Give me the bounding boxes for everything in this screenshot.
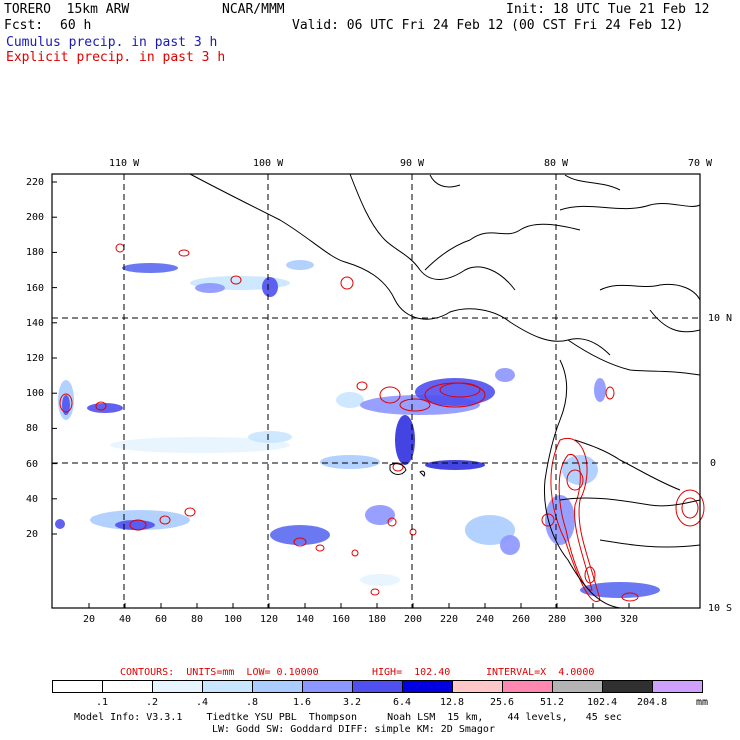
x-tick-label: 160: [332, 614, 351, 625]
x-tick-label: 100: [224, 614, 243, 625]
colorbar-label: 102.4: [587, 697, 618, 708]
valid-time: Valid: 06 UTC Fri 24 Feb 12 (00 CST Fri …: [292, 18, 684, 33]
x-tick-label: 280: [548, 614, 567, 625]
colorbar-label: .8: [246, 697, 259, 708]
colorbar-label: 6.4: [393, 697, 412, 708]
org-label: NCAR/MMM: [222, 2, 285, 17]
x-tick-label: 200: [404, 614, 423, 625]
colorbar-swatch: [152, 680, 203, 693]
lat-lon-grid: [52, 174, 700, 608]
forecast-hour: 60 h: [60, 18, 92, 33]
lon-label-110w: 110 W: [109, 158, 140, 169]
field-explicit-label: Explicit precip. in past 3 h: [6, 50, 226, 65]
colorbar-swatch: [602, 680, 653, 693]
colorbar-label: 3.2: [343, 697, 362, 708]
x-tick-label: 320: [620, 614, 639, 625]
colorbar-label: .4: [196, 697, 209, 708]
x-tick-label: 240: [476, 614, 495, 625]
colorbar-label: .2: [146, 697, 159, 708]
colorbar-swatch: [502, 680, 553, 693]
y-tick-label: 100: [26, 388, 45, 400]
contours-interval: INTERVAL=X 4.0000: [486, 667, 595, 678]
x-tick-label: 260: [512, 614, 531, 625]
x-tick-label: 60: [155, 614, 168, 625]
x-tick-label: 180: [368, 614, 387, 625]
model-info-line1: Model Info: V3.3.1 Tiedtke YSU PBL Thomp…: [74, 712, 622, 723]
colorbar-swatch: [252, 680, 303, 693]
y-tick-label: 60: [26, 458, 39, 470]
colorbar-label: 51.2: [540, 697, 565, 708]
colorbar-swatch: [102, 680, 153, 693]
contours-info: CONTOURS: UNITS=mm LOW= 0.10000: [120, 667, 319, 678]
x-tick-label: 300: [584, 614, 603, 625]
x-tick-label: 140: [296, 614, 315, 625]
x-tick-label: 40: [119, 614, 132, 625]
colorbar-swatch: [352, 680, 403, 693]
coastlines: [189, 173, 701, 609]
colorbar-label: 204.8: [637, 697, 668, 708]
y-tick-label: 20: [26, 529, 39, 540]
map-frame: [51, 173, 701, 609]
lat-label-10n: 10 N: [708, 313, 733, 324]
forecast-label: Fcst:: [4, 18, 44, 33]
contours-high: HIGH= 102.40: [372, 667, 451, 678]
init-time: Init: 18 UTC Tue 21 Feb 12: [506, 2, 710, 17]
lat-label-0: 0: [710, 458, 717, 469]
colorbar-label: .1: [96, 697, 109, 708]
y-tick-label: 120: [26, 353, 45, 364]
colorbar-label: 25.6: [490, 697, 515, 708]
lon-label-70w: 70 W: [688, 158, 713, 169]
colorbar-swatch: [452, 680, 503, 693]
x-tick-label: 20: [83, 614, 96, 625]
colorbar-units: mm: [696, 697, 709, 708]
precip-contours: [59, 243, 705, 603]
y-tick-label: 200: [26, 212, 45, 224]
x-tick-label: 120: [260, 614, 279, 625]
y-tick-label: 40: [26, 493, 39, 505]
colorbar-swatch: [302, 680, 353, 693]
field-cumulus-label: Cumulus precip. in past 3 h: [6, 35, 218, 50]
model-title: TORERO 15km ARW: [4, 2, 130, 17]
colorbar-swatch: [202, 680, 253, 693]
y-tick-label: 180: [26, 247, 45, 259]
y-tick-label: 140: [26, 317, 45, 329]
colorbar-swatch: [652, 680, 703, 693]
x-tick-label: 80: [191, 614, 204, 625]
lon-label-100w: 100 W: [253, 158, 284, 169]
precip-shading: [55, 260, 660, 598]
y-tick-label: 160: [26, 282, 45, 294]
lon-label-80w: 80 W: [544, 158, 569, 169]
colorbar-label: 1.6: [293, 697, 312, 708]
model-info-line2: LW: Godd SW: Goddard DIFF: simple KM: 2D…: [212, 724, 495, 735]
lat-label-10s: 10 S: [708, 603, 733, 614]
colorbar-swatch: [52, 680, 103, 693]
x-tick-label: 220: [440, 614, 459, 625]
colorbar-swatch: [402, 680, 453, 693]
colorbar-swatch: [552, 680, 603, 693]
colorbar-label: 12.8: [440, 697, 465, 708]
y-tick-label: 220: [26, 177, 45, 188]
y-tick-label: 80: [26, 423, 39, 435]
lon-label-90w: 90 W: [400, 158, 425, 169]
